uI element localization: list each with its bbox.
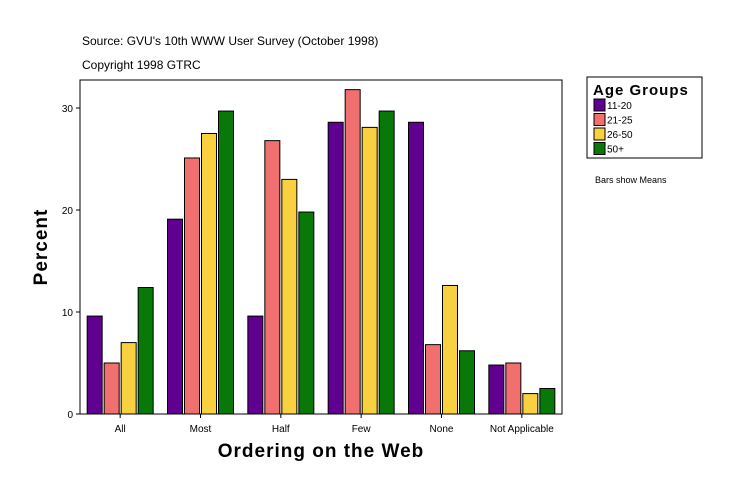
- bar-26-50-Most: [201, 133, 217, 415]
- chart-subtitle: Copyright 1998 GTRC: [82, 58, 201, 72]
- legend-swatch-26-50: [593, 127, 606, 141]
- bar-26-50-Half: [281, 178, 298, 415]
- bar-50+-Most: [218, 110, 234, 415]
- bar-50+-Half: [298, 211, 315, 415]
- x-tick-label: Half: [272, 424, 290, 435]
- y-tick-label: 30: [62, 104, 74, 115]
- bar-21-25-All: [103, 362, 120, 415]
- y-tick-label: 0: [67, 410, 73, 421]
- legend-label: 21-25: [607, 116, 633, 127]
- legend-swatch-21-25: [593, 113, 606, 126]
- bar-21-25-Not Applicable: [505, 362, 522, 415]
- y-tick-label: 20: [62, 206, 74, 217]
- x-tick-label: All: [115, 424, 126, 435]
- bar-21-25-Half: [264, 140, 281, 415]
- bar-26-50-Few: [361, 126, 378, 415]
- legend: Age Groups 11-20 21-25 26-50 50+: [586, 76, 703, 159]
- bar-11-20-Few: [327, 121, 344, 415]
- bar-26-50-Not Applicable: [522, 393, 539, 415]
- bar-11-20-Not Applicable: [488, 364, 505, 415]
- bar-50+-None: [459, 350, 475, 415]
- y-axis-label: Percent: [31, 209, 52, 286]
- x-tick-label: Few: [352, 424, 372, 435]
- bar-21-25-Most: [184, 157, 200, 415]
- x-tick-label: Most: [190, 424, 212, 435]
- y-tick-label: 10: [62, 308, 74, 319]
- bars-note: Bars show Means: [595, 175, 667, 185]
- bar-50+-Not Applicable: [539, 388, 556, 415]
- bar-11-20-All: [86, 315, 103, 415]
- legend-title: Age Groups: [593, 82, 689, 99]
- bar-26-50-All: [120, 342, 137, 415]
- bar-26-50-None: [442, 284, 458, 415]
- x-tick-label: None: [430, 424, 454, 435]
- bar-11-20-None: [408, 121, 424, 415]
- legend-label: 11-20: [607, 101, 632, 112]
- legend-label: 26-50: [607, 130, 633, 141]
- legend-swatch-11-20: [593, 98, 606, 112]
- plot-area: [79, 79, 563, 415]
- bar-11-20-Most: [167, 218, 183, 415]
- chart-title: Source: GVU's 10th WWW User Survey (Octo…: [82, 34, 378, 48]
- legend-swatch-50+: [593, 142, 606, 155]
- x-axis-label: Ordering on the Web: [218, 441, 425, 462]
- bar-11-20-Half: [247, 315, 264, 415]
- bar-21-25-None: [425, 344, 441, 415]
- bar-50+-Few: [378, 110, 395, 415]
- bar-21-25-Few: [344, 89, 361, 415]
- legend-label: 50+: [607, 145, 624, 156]
- bar-50+-All: [137, 287, 154, 415]
- x-tick-label: Not Applicable: [490, 424, 554, 435]
